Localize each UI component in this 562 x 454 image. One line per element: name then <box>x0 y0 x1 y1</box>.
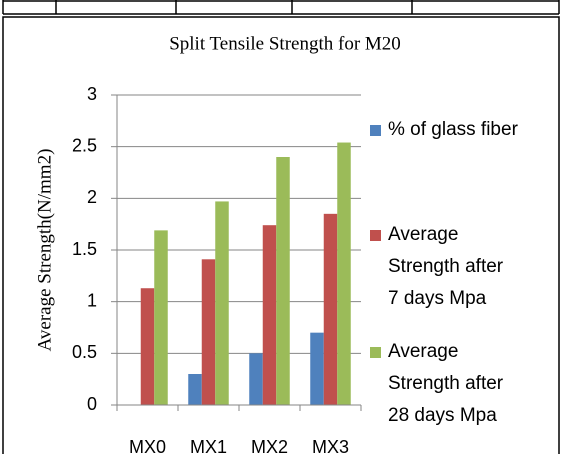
bar <box>337 142 351 406</box>
bar <box>201 259 216 405</box>
bar <box>276 157 290 405</box>
y-tick-label: 1 <box>87 290 97 310</box>
y-axis-label: Average Strength(N/mm2) <box>34 149 55 352</box>
y-tick-label: 2 <box>87 187 97 207</box>
legend-label: Average Strength after 7 days Mpa <box>388 224 504 309</box>
table-fragment <box>2 0 560 15</box>
bar <box>249 353 263 405</box>
bar <box>154 230 168 405</box>
chart-title: Split Tensile Strength for M20 <box>169 33 401 54</box>
legend-label: Average Strength after 28 days Mpa <box>388 341 504 426</box>
bar <box>262 225 277 405</box>
bar <box>310 332 324 405</box>
legend-label: % of glass fiber <box>388 119 518 140</box>
bar <box>188 374 202 405</box>
x-tick-label: MX0 <box>129 437 166 454</box>
y-tick-label: 3 <box>87 84 97 104</box>
y-tick-label: 0.5 <box>72 342 97 362</box>
y-tick-label: 0 <box>87 394 97 414</box>
legend-swatch <box>370 230 381 241</box>
chart-border <box>2 16 560 454</box>
legend-swatch <box>370 347 381 358</box>
y-tick-label: 2.5 <box>72 135 97 155</box>
bar <box>140 288 155 405</box>
legend-swatch <box>370 125 381 136</box>
bar <box>215 201 229 405</box>
bar <box>323 213 338 405</box>
y-tick-label: 1.5 <box>72 239 97 259</box>
x-tick-label: MX2 <box>251 437 288 454</box>
x-tick-label: MX1 <box>190 437 227 454</box>
x-tick-label: MX3 <box>312 437 349 454</box>
